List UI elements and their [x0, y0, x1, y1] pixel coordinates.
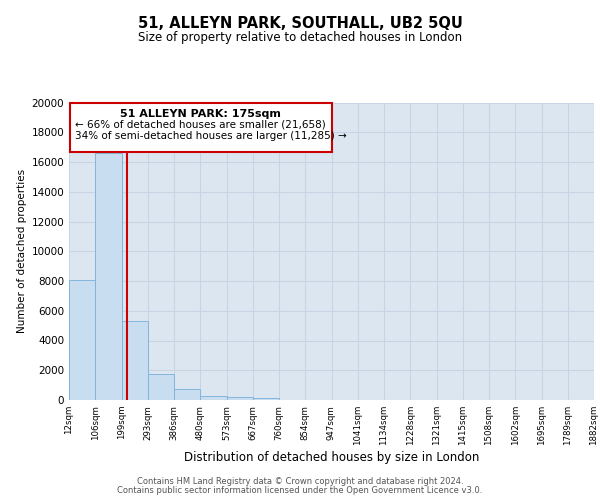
Bar — [121, 321, 148, 400]
Text: Size of property relative to detached houses in London: Size of property relative to detached ho… — [138, 31, 462, 44]
Bar — [200, 396, 227, 400]
Text: Contains HM Land Registry data © Crown copyright and database right 2024.: Contains HM Land Registry data © Crown c… — [137, 477, 463, 486]
Bar — [95, 153, 121, 400]
X-axis label: Distribution of detached houses by size in London: Distribution of detached houses by size … — [184, 451, 479, 464]
Bar — [69, 280, 95, 400]
Y-axis label: Number of detached properties: Number of detached properties — [17, 169, 27, 334]
Text: ← 66% of detached houses are smaller (21,658): ← 66% of detached houses are smaller (21… — [75, 120, 326, 130]
Text: 51, ALLEYN PARK, SOUTHALL, UB2 5QU: 51, ALLEYN PARK, SOUTHALL, UB2 5QU — [137, 16, 463, 31]
FancyBboxPatch shape — [70, 102, 332, 152]
Text: 51 ALLEYN PARK: 175sqm: 51 ALLEYN PARK: 175sqm — [121, 109, 281, 119]
Bar — [174, 389, 200, 400]
Bar — [227, 397, 253, 400]
Bar — [148, 374, 174, 400]
Text: 34% of semi-detached houses are larger (11,285) →: 34% of semi-detached houses are larger (… — [75, 131, 347, 141]
Text: Contains public sector information licensed under the Open Government Licence v3: Contains public sector information licen… — [118, 486, 482, 495]
Bar — [253, 398, 279, 400]
